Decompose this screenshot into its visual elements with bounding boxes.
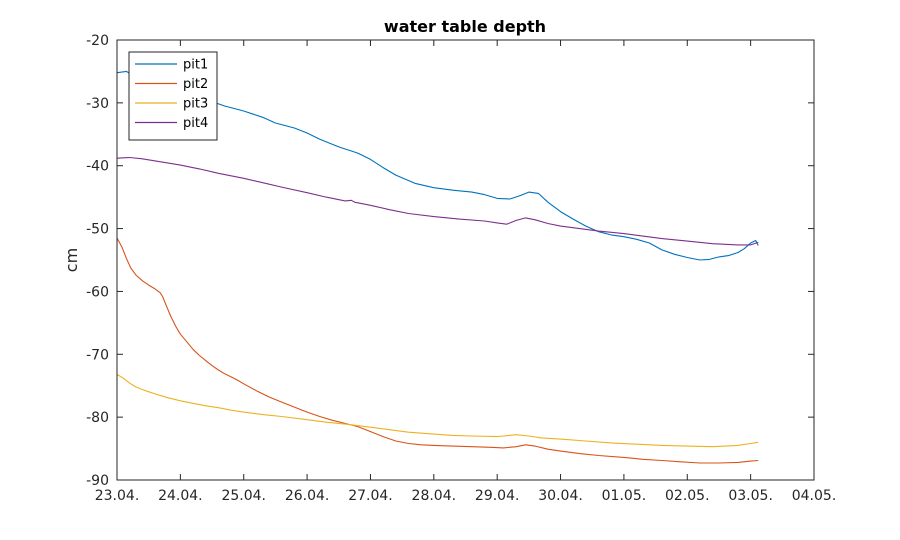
legend-label-pit4: pit4 — [183, 116, 208, 131]
y-tick-label: -40 — [86, 159, 109, 175]
y-tick-label: -30 — [86, 96, 109, 112]
series-line-pit2 — [116, 237, 759, 464]
y-tick-label: -20 — [86, 33, 109, 49]
series-line-pit3 — [116, 373, 759, 448]
series-line-pit4 — [116, 156, 759, 246]
x-tick-label: 26.04. — [285, 488, 330, 504]
x-tick-label: 03.05. — [728, 488, 773, 504]
x-tick-label: 02.05. — [665, 488, 710, 504]
x-tick-label: 25.04. — [221, 488, 266, 504]
legend-label-pit3: pit3 — [183, 97, 208, 112]
chart-title: water table depth — [384, 17, 546, 36]
y-tick-label: -50 — [86, 222, 109, 238]
y-axis-label: cm — [62, 248, 81, 272]
y-tick-label: -60 — [86, 284, 109, 300]
y-tick-label: -90 — [86, 473, 109, 489]
y-tick-label: -80 — [86, 410, 109, 426]
legend-box — [128, 51, 218, 141]
legend-label-pit2: pit2 — [183, 77, 208, 92]
x-tick-label: 28.04. — [412, 488, 457, 504]
x-tick-label: 29.04. — [475, 488, 520, 504]
x-tick-label: 01.05. — [602, 488, 647, 504]
x-tick-label: 27.04. — [348, 488, 393, 504]
plot-area — [116, 70, 759, 464]
x-tick-label: 30.04. — [538, 488, 583, 504]
x-tick-label: 04.05. — [792, 488, 837, 504]
legend-label-pit1: pit1 — [183, 58, 208, 73]
x-tick-label: 23.04. — [95, 488, 140, 504]
axes-frame — [116, 39, 815, 481]
series-line-pit1 — [116, 70, 759, 261]
y-tick-label: -70 — [86, 347, 109, 363]
x-tick-label: 24.04. — [158, 488, 203, 504]
legend: pit1 pit2 pit3 pit4 — [128, 51, 218, 141]
